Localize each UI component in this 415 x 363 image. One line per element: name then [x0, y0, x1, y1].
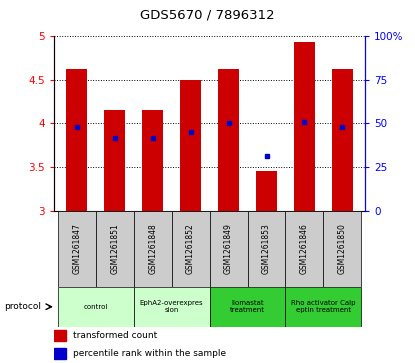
- Bar: [210, 211, 247, 287]
- Bar: [134, 211, 172, 287]
- Bar: [172, 211, 210, 287]
- Text: GSM1261847: GSM1261847: [72, 223, 81, 274]
- Text: Ilomastat
treatment: Ilomastat treatment: [230, 300, 265, 313]
- Text: GDS5670 / 7896312: GDS5670 / 7896312: [140, 9, 275, 22]
- Bar: [180, 80, 201, 211]
- Text: transformed count: transformed count: [73, 331, 157, 340]
- Text: Rho activator Calp
eptin treatment: Rho activator Calp eptin treatment: [291, 300, 356, 313]
- Bar: [323, 211, 361, 287]
- Text: percentile rank within the sample: percentile rank within the sample: [73, 350, 226, 358]
- Bar: [247, 211, 286, 287]
- Text: EphA2-overexpres
sion: EphA2-overexpres sion: [140, 300, 203, 313]
- Bar: [104, 110, 125, 211]
- Text: GSM1261851: GSM1261851: [110, 223, 119, 274]
- Text: GSM1261850: GSM1261850: [338, 223, 347, 274]
- Text: GSM1261849: GSM1261849: [224, 223, 233, 274]
- Bar: [66, 69, 87, 211]
- Text: GSM1261846: GSM1261846: [300, 223, 309, 274]
- Bar: [286, 287, 361, 327]
- Bar: [294, 42, 315, 211]
- Bar: [54, 330, 66, 341]
- Bar: [58, 287, 134, 327]
- Text: GSM1261852: GSM1261852: [186, 223, 195, 274]
- Bar: [286, 211, 323, 287]
- Bar: [54, 348, 66, 359]
- Text: GSM1261853: GSM1261853: [262, 223, 271, 274]
- Bar: [134, 287, 210, 327]
- Text: GSM1261848: GSM1261848: [148, 223, 157, 274]
- Bar: [218, 69, 239, 211]
- Text: control: control: [83, 304, 108, 310]
- Text: protocol: protocol: [4, 302, 41, 311]
- Bar: [256, 171, 277, 211]
- Bar: [142, 110, 163, 211]
- Bar: [332, 69, 353, 211]
- Bar: [58, 211, 96, 287]
- Bar: [210, 287, 286, 327]
- Bar: [96, 211, 134, 287]
